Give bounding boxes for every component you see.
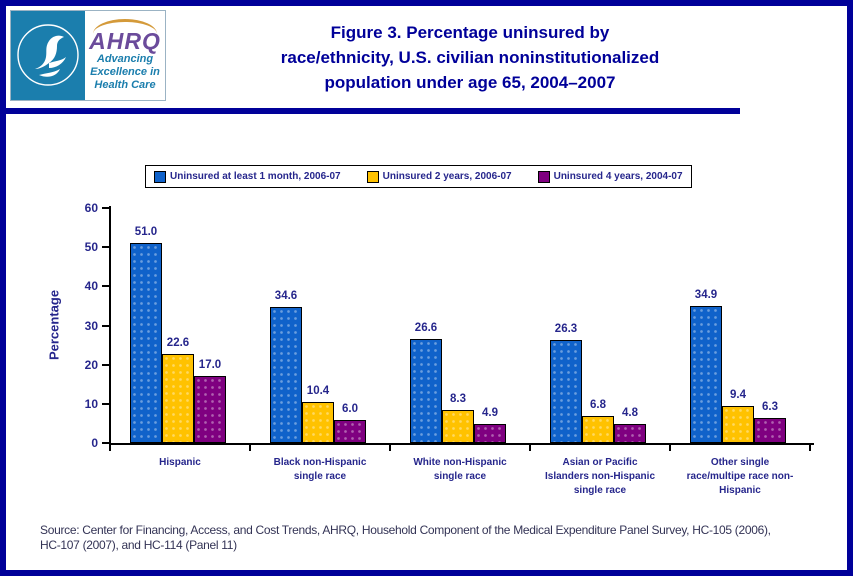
bar-value-label: 17.0 — [198, 359, 222, 372]
source-note: Source: Center for Financing, Access, an… — [40, 523, 835, 553]
ahrq-arc-icon — [93, 19, 157, 34]
legend-item-3: Uninsured 4 years, 2004-07 — [537, 170, 683, 183]
figure-title-line-1: Figure 3. Percentage uninsured by — [330, 23, 610, 42]
bar-value-label: 10.4 — [306, 385, 330, 398]
bar-value-label: 6.8 — [590, 399, 606, 412]
legend-swatch-icon — [366, 170, 379, 183]
source-line-1: Source: Center for Financing, Access, an… — [40, 523, 771, 537]
bar-value-label: 9.4 — [730, 389, 746, 402]
bar-series-1-group-1 — [130, 243, 162, 443]
bar-series-3-group-4 — [614, 424, 646, 443]
category-label-line: Hispanic — [719, 485, 761, 496]
category-label-line: White non-Hispanic — [413, 457, 507, 468]
bar-series-2-group-1 — [162, 354, 194, 443]
bar-value-label: 22.6 — [166, 337, 190, 350]
category-label-line: Asian or Pacific — [562, 457, 638, 468]
x-axis-tick — [529, 445, 531, 451]
y-axis-title: Percentage — [46, 289, 62, 361]
bar-value-label: 4.8 — [622, 407, 638, 420]
category-label: Other single race/multipe race non- Hispan… — [662, 456, 818, 498]
category-label: Hispanic — [102, 456, 258, 470]
bar-series-3-group-5 — [754, 418, 786, 443]
y-axis-tick-label: 10 — [84, 396, 98, 411]
legend-swatch-icon — [537, 170, 550, 183]
y-axis-tick — [102, 207, 109, 209]
category-label-line: single race — [433, 471, 487, 482]
y-axis-tick — [102, 363, 109, 366]
source-line-2: HC-107 (2007), and HC-114 (Panel 11) — [40, 538, 237, 552]
y-axis-tick — [102, 246, 109, 249]
y-axis-tick-label: 0 — [91, 436, 98, 450]
legend-swatch-icon — [154, 170, 166, 183]
y-axis-tick — [102, 285, 109, 288]
bar-value-label: 26.3 — [554, 322, 578, 335]
ahrq-wordmark: AHRQ Advancing Excellence in Health Care — [85, 11, 165, 100]
chart-legend: Uninsured at least 1 month, 2006-07 Unins… — [145, 165, 692, 188]
bar-series-1-group-5 — [690, 306, 722, 443]
bar-value-label: 34.6 — [274, 290, 298, 303]
y-axis-tick-label: 30 — [84, 318, 98, 333]
y-axis-line — [109, 206, 111, 445]
x-axis-tick — [389, 445, 391, 451]
legend-item-label: Uninsured at least 1 month, 2006-07 — [170, 171, 341, 182]
bar-series-3-group-2 — [334, 419, 366, 443]
x-axis-tick — [809, 445, 811, 451]
category-label-line: Hispanic — [159, 457, 201, 468]
ahrq-abbr: AHRQ — [89, 28, 161, 54]
y-axis-tick-label: 40 — [84, 279, 98, 294]
legend-item-label: Uninsured 2 years, 2006-07 — [382, 171, 512, 182]
category-label: Black non-Hispanic single race — [242, 456, 398, 484]
bar-series-2-group-2 — [302, 402, 334, 443]
ahrq-tagline-line-1: Advancing — [96, 53, 154, 65]
bar-value-label: 8.3 — [450, 393, 466, 406]
x-axis-tick — [109, 445, 111, 451]
bar-value-label: 51.0 — [134, 226, 158, 239]
bar-value-label: 6.0 — [342, 402, 358, 415]
bar-series-2-group-3 — [442, 410, 474, 443]
y-axis-tick — [102, 442, 109, 444]
category-label-line: Islanders non-Hispanic — [544, 471, 656, 482]
category-label-line: single race — [293, 471, 347, 482]
legend-item-label: Uninsured 4 years, 2004-07 — [553, 171, 683, 182]
bar-series-3-group-3 — [474, 423, 506, 443]
x-axis-tick — [249, 445, 251, 451]
bar-series-3-group-1 — [194, 376, 226, 443]
bar-value-label: 4.9 — [482, 406, 498, 419]
y-axis-tick — [102, 402, 109, 405]
category-label-line: Black non-Hispanic — [273, 457, 367, 468]
bar-series-1-group-3 — [410, 338, 442, 443]
x-axis-line — [109, 443, 814, 445]
y-axis-tick-label: 50 — [84, 240, 98, 255]
y-axis-tick-label: 20 — [84, 357, 98, 372]
legend-item-2: Uninsured 2 years, 2006-07 — [366, 170, 512, 183]
header-divider-bar — [6, 108, 740, 114]
legend-item-1: Uninsured at least 1 month, 2006-07 — [154, 170, 341, 183]
bar-value-label: 34.9 — [694, 289, 718, 302]
category-label-line: race/multipe race non- — [686, 471, 794, 482]
figure-title-line-3: population under age 65, 2004–2007 — [324, 73, 616, 92]
ahrq-tagline-line-3: Health Care — [94, 79, 156, 91]
category-label-line: Other single — [710, 457, 770, 468]
ahrq-tagline-line-2: Excellence in — [90, 66, 160, 78]
hhs-seal-icon — [11, 11, 85, 100]
bar-value-label: 26.6 — [414, 321, 438, 334]
figure-title-line-2: race/ethnicity, U.S. civilian noninstitu… — [280, 48, 660, 67]
bar-series-1-group-2 — [270, 307, 302, 443]
category-label: Asian or Pacific Islanders non-Hispanic si… — [522, 456, 678, 498]
category-label-line: single race — [573, 485, 627, 496]
bar-series-2-group-4 — [582, 416, 614, 443]
y-axis-tick — [102, 324, 109, 327]
bar-series-1-group-4 — [550, 339, 582, 443]
ahrq-hhs-logo: AHRQ Advancing Excellence in Health Care — [10, 10, 166, 101]
figure-title: Figure 3. Percentage uninsured by race/e… — [175, 20, 765, 95]
category-label: White non-Hispanic single race — [382, 456, 538, 484]
bar-series-2-group-5 — [722, 406, 754, 443]
x-axis-tick — [669, 445, 671, 451]
y-axis-tick-label: 60 — [84, 201, 98, 215]
bar-value-label: 6.3 — [762, 401, 778, 414]
